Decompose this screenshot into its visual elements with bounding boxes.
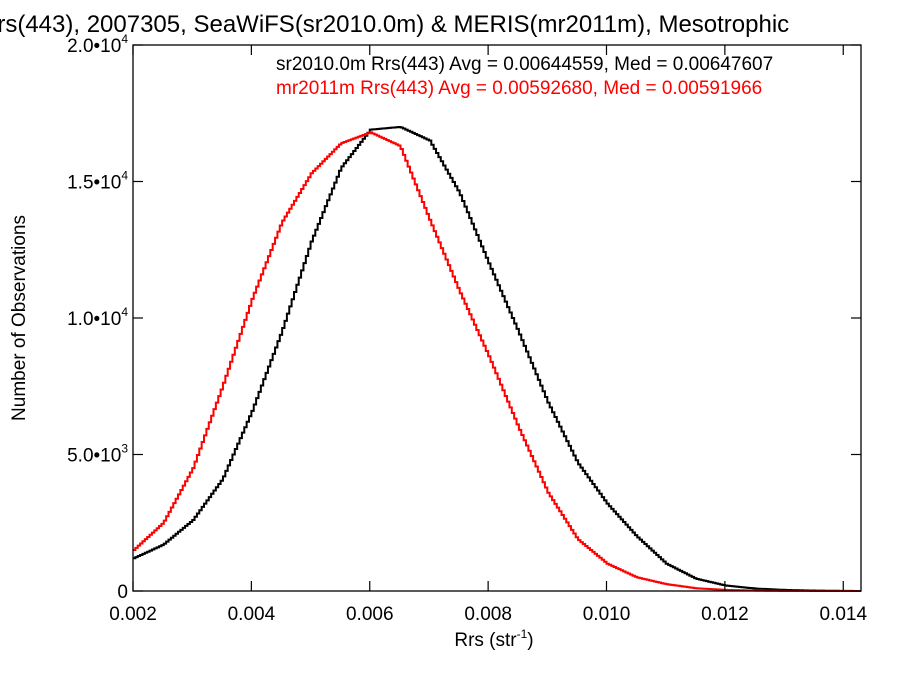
x-axis-label: Rrs (str-1) xyxy=(454,627,533,651)
y-tick-label: 1.0•104 xyxy=(67,305,128,330)
y-tick-exponent: 4 xyxy=(121,305,128,319)
x-axis-ticks: 0.002 0.004 0.006 0.008 0.010 0.012 0.014 xyxy=(109,45,867,625)
y-tick-exponent: 3 xyxy=(121,442,128,456)
x-axis-label-main: Rrs (str xyxy=(454,630,517,651)
y-tick-mantissa: 1.0•10 xyxy=(67,309,121,330)
y-tick-label: 2.0•104 xyxy=(67,32,128,57)
y-tick-mantissa: 1.5•10 xyxy=(67,173,121,194)
chart-title: Rrs(443), 2007305, SeaWiFS(sr2010.0m) & … xyxy=(0,11,789,38)
y-tick-exponent: 4 xyxy=(121,169,128,183)
x-tick-label: 0.010 xyxy=(583,604,631,625)
x-tick-label: 0.004 xyxy=(228,604,276,625)
y-tick-label: 0 xyxy=(117,582,128,603)
x-tick-label: 0.008 xyxy=(464,604,512,625)
legend-entry-mr2011m: mr2011m Rrs(443) Avg = 0.00592680, Med =… xyxy=(276,78,762,99)
y-tick-label: 5.0•103 xyxy=(67,442,128,467)
x-axis-label-end: ) xyxy=(527,630,533,651)
y-tick-mantissa: 5.0•10 xyxy=(67,446,121,467)
y-tick-exponent: 4 xyxy=(121,32,128,46)
x-tick-label: 0.012 xyxy=(701,604,749,625)
series-line-mr2011m xyxy=(133,131,861,592)
y-tick-mantissa: 2.0•10 xyxy=(67,36,121,57)
y-axis-label: Number of Observations xyxy=(9,215,30,421)
y-tick-mantissa: 0 xyxy=(117,582,128,603)
x-tick-label: 0.014 xyxy=(819,604,867,625)
series-line-sr2010-0m xyxy=(133,126,861,592)
x-tick-label: 0.002 xyxy=(109,604,157,625)
y-tick-label: 1.5•104 xyxy=(67,169,128,194)
x-tick-label: 0.006 xyxy=(346,604,394,625)
series-layer xyxy=(133,126,861,592)
legend-entry-sr2010: sr2010.0m Rrs(443) Avg = 0.00644559, Med… xyxy=(276,54,773,75)
x-axis-label-superscript: -1 xyxy=(517,627,528,641)
